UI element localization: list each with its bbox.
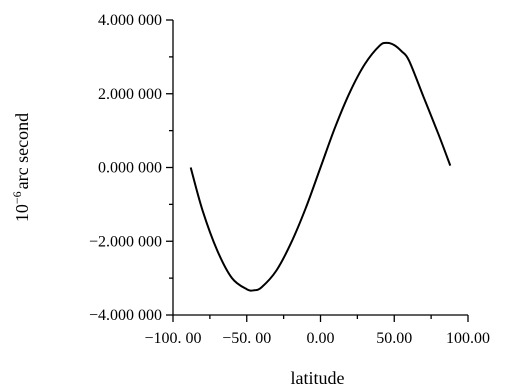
series-line — [189, 41, 452, 292]
y-tick-label: 0.000 000 — [98, 160, 162, 177]
y-axis-title-base: 10 — [12, 204, 32, 222]
x-tick-label: 50.00 — [376, 330, 412, 347]
y-axis-title-exponent: −6 — [10, 191, 24, 204]
y-axis-title: 10−6 arc second — [10, 113, 32, 222]
x-tick-label: −50. 00 — [222, 330, 271, 347]
y-tick-label: −2.000 000 — [89, 233, 162, 250]
x-axis-title: latitude — [291, 368, 345, 388]
x-tick-label: −100. 00 — [144, 330, 201, 347]
y-tick-label: 2.000 000 — [98, 86, 162, 103]
x-tick-label: 100.00 — [446, 330, 490, 347]
x-tick-label: 0.00 — [307, 330, 335, 347]
plot-area — [189, 41, 452, 292]
y-axis-title-rest: arc second — [12, 113, 32, 189]
y-tick-label: 4.000 000 — [98, 12, 162, 29]
y-tick-label: −4.000 000 — [89, 307, 162, 324]
ticks: 4.000 000 2.000 000 0.000 000 −2.000 000 −4.… — [89, 12, 490, 347]
